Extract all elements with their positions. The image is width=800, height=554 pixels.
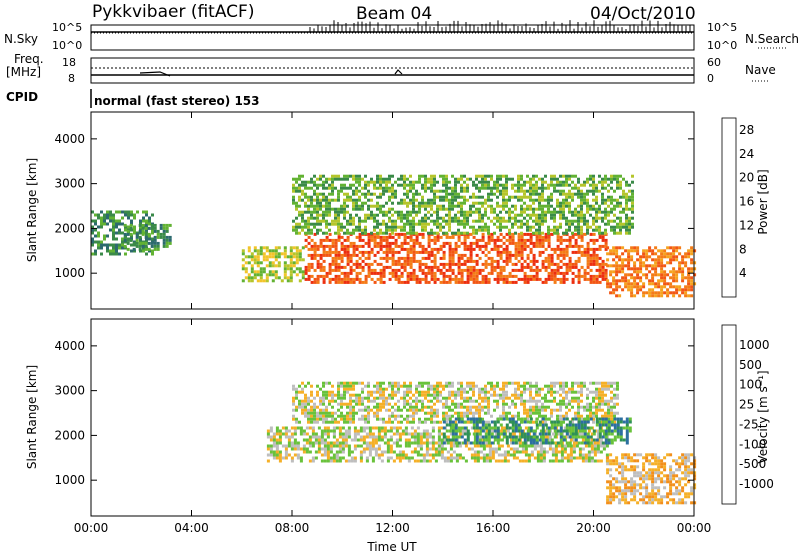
power-ytick-label-2000: 2000 [54, 221, 85, 235]
velocity-colorbar-tick-1: 500 [739, 358, 762, 372]
velocity-panel: 1000 2000 3000 4000 00:00 04:00 08:00 12:00 16:… [25, 318, 774, 535]
velocity-xtick-label-6: 00:00 [677, 521, 712, 535]
velocity-colorbar-tick-2: 100 [739, 378, 762, 392]
velocity-colorbar: 1000 500 100 25 -25 -100 -500 -1000 [721, 324, 774, 505]
velocity-xtick-label-1: 04:00 [174, 521, 209, 535]
power-colorbar-tick-0: 4 [739, 266, 747, 280]
freq-trace-blips [139, 69, 403, 77]
velocity-echo-regions [266, 381, 697, 505]
velocity-x-axis: 00:00 04:00 08:00 12:00 16:00 20:00 00:00 [74, 319, 712, 535]
nave-tick-top: 60 [707, 56, 721, 69]
nsearch-label: N.Search [745, 32, 799, 46]
power-colorbar-tick-6: 28 [739, 123, 754, 137]
station-title: Pykkvibaer (fitACF) [92, 2, 254, 22]
nave-label: Nave [745, 63, 776, 77]
nsky-panel: N.Sky 10^5 10^0 10^5 10^0 N.Search [4, 20, 799, 52]
nsky-tick-top: 10^5 [52, 21, 82, 34]
nsky-label: N.Sky [4, 32, 38, 46]
velocity-colorbar-tick-3: 25 [739, 398, 754, 412]
velocity-ytick-label-4000: 4000 [54, 339, 85, 353]
nave-tick-bottom: 0 [707, 72, 714, 85]
cpid-text: normal (fast stereo) 153 [94, 94, 260, 108]
velocity-xtick-label-0: 00:00 [74, 521, 109, 535]
power-colorbar-tick-2: 12 [739, 218, 754, 232]
power-region-6 [606, 246, 697, 298]
velocity-ytick-label-1000: 1000 [54, 473, 85, 487]
nsearch-tick-bottom: 10^0 [707, 39, 737, 52]
power-ytick-label-4000: 4000 [54, 132, 85, 146]
velocity-xtick-label-5: 20:00 [576, 521, 611, 535]
freq-frame [90, 57, 695, 84]
velocity-colorbar-tick-4: -25 [739, 417, 759, 431]
velocity-xtick-label-3: 12:00 [375, 521, 410, 535]
velocity-colorbar-label: Velocity [m s⁻¹] [756, 370, 770, 463]
velocity-colorbar-tick-5: -100 [739, 437, 766, 451]
power-colorbar-label: Power [dB] [756, 169, 770, 234]
velocity-ytick-label-2000: 2000 [54, 428, 85, 442]
velocity-y-axis: 1000 2000 3000 4000 [54, 339, 694, 487]
power-ytick-label-3000: 3000 [54, 177, 85, 191]
power-y-axis: 1000 2000 3000 4000 [54, 132, 694, 280]
freq-tick-bottom: 8 [68, 72, 75, 85]
velocity-xtick-label-2: 08:00 [275, 521, 310, 535]
power-region-2 [123, 223, 172, 251]
freq-label: Freq. [14, 52, 44, 66]
freq-panel: Freq. [MHz] 18 8 60 0 Nave [6, 52, 776, 85]
power-ytick-label-1000: 1000 [54, 266, 85, 280]
velocity-xtick-label-4: 16:00 [476, 521, 511, 535]
nsearch-tick-top: 10^5 [707, 21, 737, 34]
velocity-ytick-label-3000: 3000 [54, 384, 85, 398]
velocity-colorbar-tick-0: 1000 [739, 338, 770, 352]
cpid-panel: CPID normal (fast stereo) 153 [6, 89, 260, 108]
power-colorbar-tick-1: 8 [739, 242, 747, 256]
velocity-region-3 [442, 417, 632, 445]
freq-tick-top: 18 [62, 56, 76, 69]
power-colorbar: 4 8 12 16 20 24 28 [721, 117, 754, 298]
nsky-tick-bottom: 10^0 [52, 39, 82, 52]
power-echo-regions [91, 174, 697, 298]
power-colorbar-tick-4: 20 [739, 171, 754, 185]
power-panel: 1000 2000 3000 4000 Slant Range [km] 4 8 12 16… [25, 111, 770, 310]
velocity-y-label: Slant Range [km] [25, 365, 39, 469]
date-title: 04/Oct/2010 [590, 4, 696, 24]
power-region-4 [304, 232, 608, 284]
power-region-3 [241, 246, 305, 283]
beam-title: Beam 04 [356, 4, 432, 24]
power-region-5 [292, 174, 634, 235]
velocity-region-2 [292, 381, 619, 424]
power-colorbar-tick-3: 16 [739, 195, 754, 209]
power-x-axis [90, 112, 695, 309]
velocity-region-4 [606, 453, 697, 505]
nsky-frame [90, 24, 695, 51]
time-axis-label: Time UT [366, 540, 417, 554]
velocity-colorbar-tick-6: -500 [739, 457, 766, 471]
velocity-colorbar-tick-7: -1000 [739, 477, 774, 491]
power-colorbar-tick-5: 24 [739, 147, 754, 161]
power-y-label: Slant Range [km] [25, 158, 39, 262]
freq-unit-label: [MHz] [6, 65, 41, 79]
nsky-noise-spikes [309, 20, 691, 32]
cpid-label: CPID [6, 90, 38, 104]
